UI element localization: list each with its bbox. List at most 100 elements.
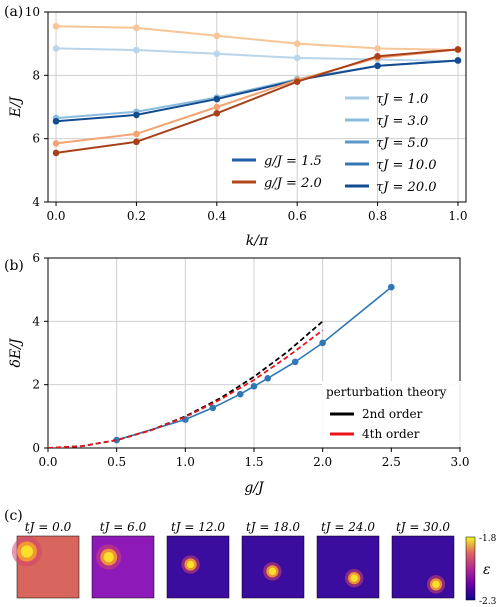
legend-b-title: perturbation theory xyxy=(326,385,447,399)
panel-b-data-point xyxy=(113,436,120,444)
colorbar-title: ε xyxy=(483,562,491,578)
colorbar xyxy=(465,536,476,601)
panel-a-data-point xyxy=(133,111,140,119)
legend-a-tau-label: τJ = 3.0 xyxy=(376,114,428,129)
panel-a-data-point xyxy=(213,103,221,111)
panel-b-xtick-label: 1.5 xyxy=(244,455,263,469)
panel-a-data-point xyxy=(52,45,60,52)
panel-b-data-point xyxy=(388,283,395,291)
snapshot-spot-core xyxy=(268,567,277,576)
panel-a-series-line xyxy=(55,59,459,123)
panel-a-xtick-label: 0.8 xyxy=(368,209,387,223)
snapshot-spot-core xyxy=(103,551,114,563)
panel-b-xtick-label: 2.0 xyxy=(313,455,332,469)
panel-a-data-point xyxy=(293,78,301,85)
panel-a-xtick-label: 0.6 xyxy=(288,209,307,223)
panel-a-ytick-label: 4 xyxy=(32,195,40,209)
snapshot-label: tJ = 24.0 xyxy=(321,520,375,534)
panel-b-xtick-label: 0.0 xyxy=(38,455,57,469)
panel-a-xtick-label: 1.0 xyxy=(448,209,467,223)
panel-a-data-point xyxy=(213,110,221,117)
snapshot-label: tJ = 30.0 xyxy=(396,520,450,534)
panel-label-a: (a) xyxy=(4,4,23,20)
panel-a-ticks: 0.0 0.2 0.4 0.6 0.8 1.0 4 6 8 10 xyxy=(25,5,468,223)
panel-b-ytick-label: 6 xyxy=(32,251,40,265)
panel-a-data-point xyxy=(133,24,140,32)
legend-a-tau-label: τJ = 20.0 xyxy=(376,180,437,195)
panel-label-b: (b) xyxy=(4,258,24,274)
snapshot-label: tJ = 6.0 xyxy=(100,520,147,534)
panel-b-ytick-label: 2 xyxy=(32,378,40,392)
panel-b-xtick-label: 0.5 xyxy=(107,455,126,469)
panel-a-ytick-label: 6 xyxy=(32,132,40,146)
panel-a-xtick-label: 0.0 xyxy=(46,209,65,223)
panel-a-series-line xyxy=(56,47,458,63)
panel-b-data-point xyxy=(209,404,217,412)
snapshot-spot-core xyxy=(20,545,34,558)
panel-a-data-point xyxy=(374,62,381,70)
panel-a-data-point xyxy=(52,149,60,157)
snapshot-spot-core xyxy=(350,574,358,582)
panel-a-xlabel: k/π xyxy=(246,233,269,249)
snapshot-frame xyxy=(391,535,455,599)
panel-a-data-point xyxy=(52,140,60,147)
legend-a-group-label: g/J = 2.0 xyxy=(264,176,322,191)
snapshot-frame xyxy=(316,535,380,599)
panel-b-series xyxy=(48,283,395,448)
panel-b-ytick-label: 4 xyxy=(32,314,40,328)
panel-b-legend: perturbation theory 2nd order 4th order xyxy=(322,381,462,447)
panel-b-data-point xyxy=(319,339,326,347)
snapshot-spot-core xyxy=(432,580,440,589)
snapshot-label: tJ = 18.0 xyxy=(246,520,300,534)
legend-a-tau-label: τJ = 1.0 xyxy=(376,92,428,107)
panel-a-data-point xyxy=(213,50,221,58)
panel-a-data-point xyxy=(133,130,140,138)
panel-a-data-point xyxy=(133,138,140,146)
panel-c-snapshots: tJ = 0.0 tJ = 6.0 tJ = 12.0 tJ = 18.0 tJ = 2… xyxy=(11,520,455,599)
panel-a-data-point xyxy=(374,45,381,52)
panel-b-xtick-label: 1.0 xyxy=(176,455,195,469)
panel-a-series-line xyxy=(55,48,459,145)
panel-a-series-line xyxy=(56,25,458,51)
panel-a-ytick-label: 10 xyxy=(25,5,40,19)
snapshot-spot-core xyxy=(186,560,195,569)
panel-b-data-point xyxy=(250,382,258,390)
panel-a-data-point xyxy=(133,46,140,54)
panel-a-xtick-label: 0.4 xyxy=(207,209,226,223)
panel-a-data-point xyxy=(213,32,221,40)
legend-a-tau-label: τJ = 5.0 xyxy=(376,136,428,151)
panel-a-data-point xyxy=(293,54,301,62)
panel-a-axes-frame xyxy=(47,11,467,203)
panel-a-data-point xyxy=(293,40,301,47)
legend-a-tau-label: τJ = 10.0 xyxy=(376,158,437,173)
snapshot-label: tJ = 12.0 xyxy=(171,520,225,534)
panel-b-data-point xyxy=(291,358,299,366)
panel-a-data-point xyxy=(52,117,60,125)
panel-b-data-point xyxy=(264,375,272,382)
snapshot-label: tJ = 0.0 xyxy=(25,520,72,534)
panel-a-data-point xyxy=(454,57,462,64)
panel-a-data-point xyxy=(213,95,221,103)
panel-a-ytick-label: 8 xyxy=(32,68,40,82)
panel-b-data-point xyxy=(236,390,244,398)
panel-b-perturbation-line xyxy=(48,320,324,448)
panel-b-xlabel: g/J xyxy=(244,480,265,496)
colorbar-max-label: -1.8 xyxy=(479,534,497,544)
panel-a-series xyxy=(52,22,462,157)
panel-b-ylabel: δE/J xyxy=(8,337,24,367)
panel-b-ticks: 0.0 0.5 1.0 1.5 2.0 2.5 3.0 0 2 4 6 xyxy=(32,251,469,469)
panel-a-data-point xyxy=(454,46,462,53)
panel-c-colorbar: -1.8 -2.3 ε xyxy=(465,534,497,607)
legend-b-4th-order-label: 4th order xyxy=(362,427,420,441)
panel-a-data-point xyxy=(52,22,60,30)
legend-a-group-label: g/J = 1.5 xyxy=(264,154,322,169)
panel-a-ylabel: E/J xyxy=(8,95,24,118)
panel-b-xtick-label: 2.5 xyxy=(382,455,401,469)
legend-b-2nd-order-label: 2nd order xyxy=(362,407,423,421)
panel-label-c: (c) xyxy=(4,508,23,524)
panel-b-xtick-label: 3.0 xyxy=(450,455,469,469)
panel-b-ytick-label: 0 xyxy=(32,441,40,455)
colorbar-min-label: -2.3 xyxy=(479,597,497,607)
panel-a-data-point xyxy=(374,53,381,60)
